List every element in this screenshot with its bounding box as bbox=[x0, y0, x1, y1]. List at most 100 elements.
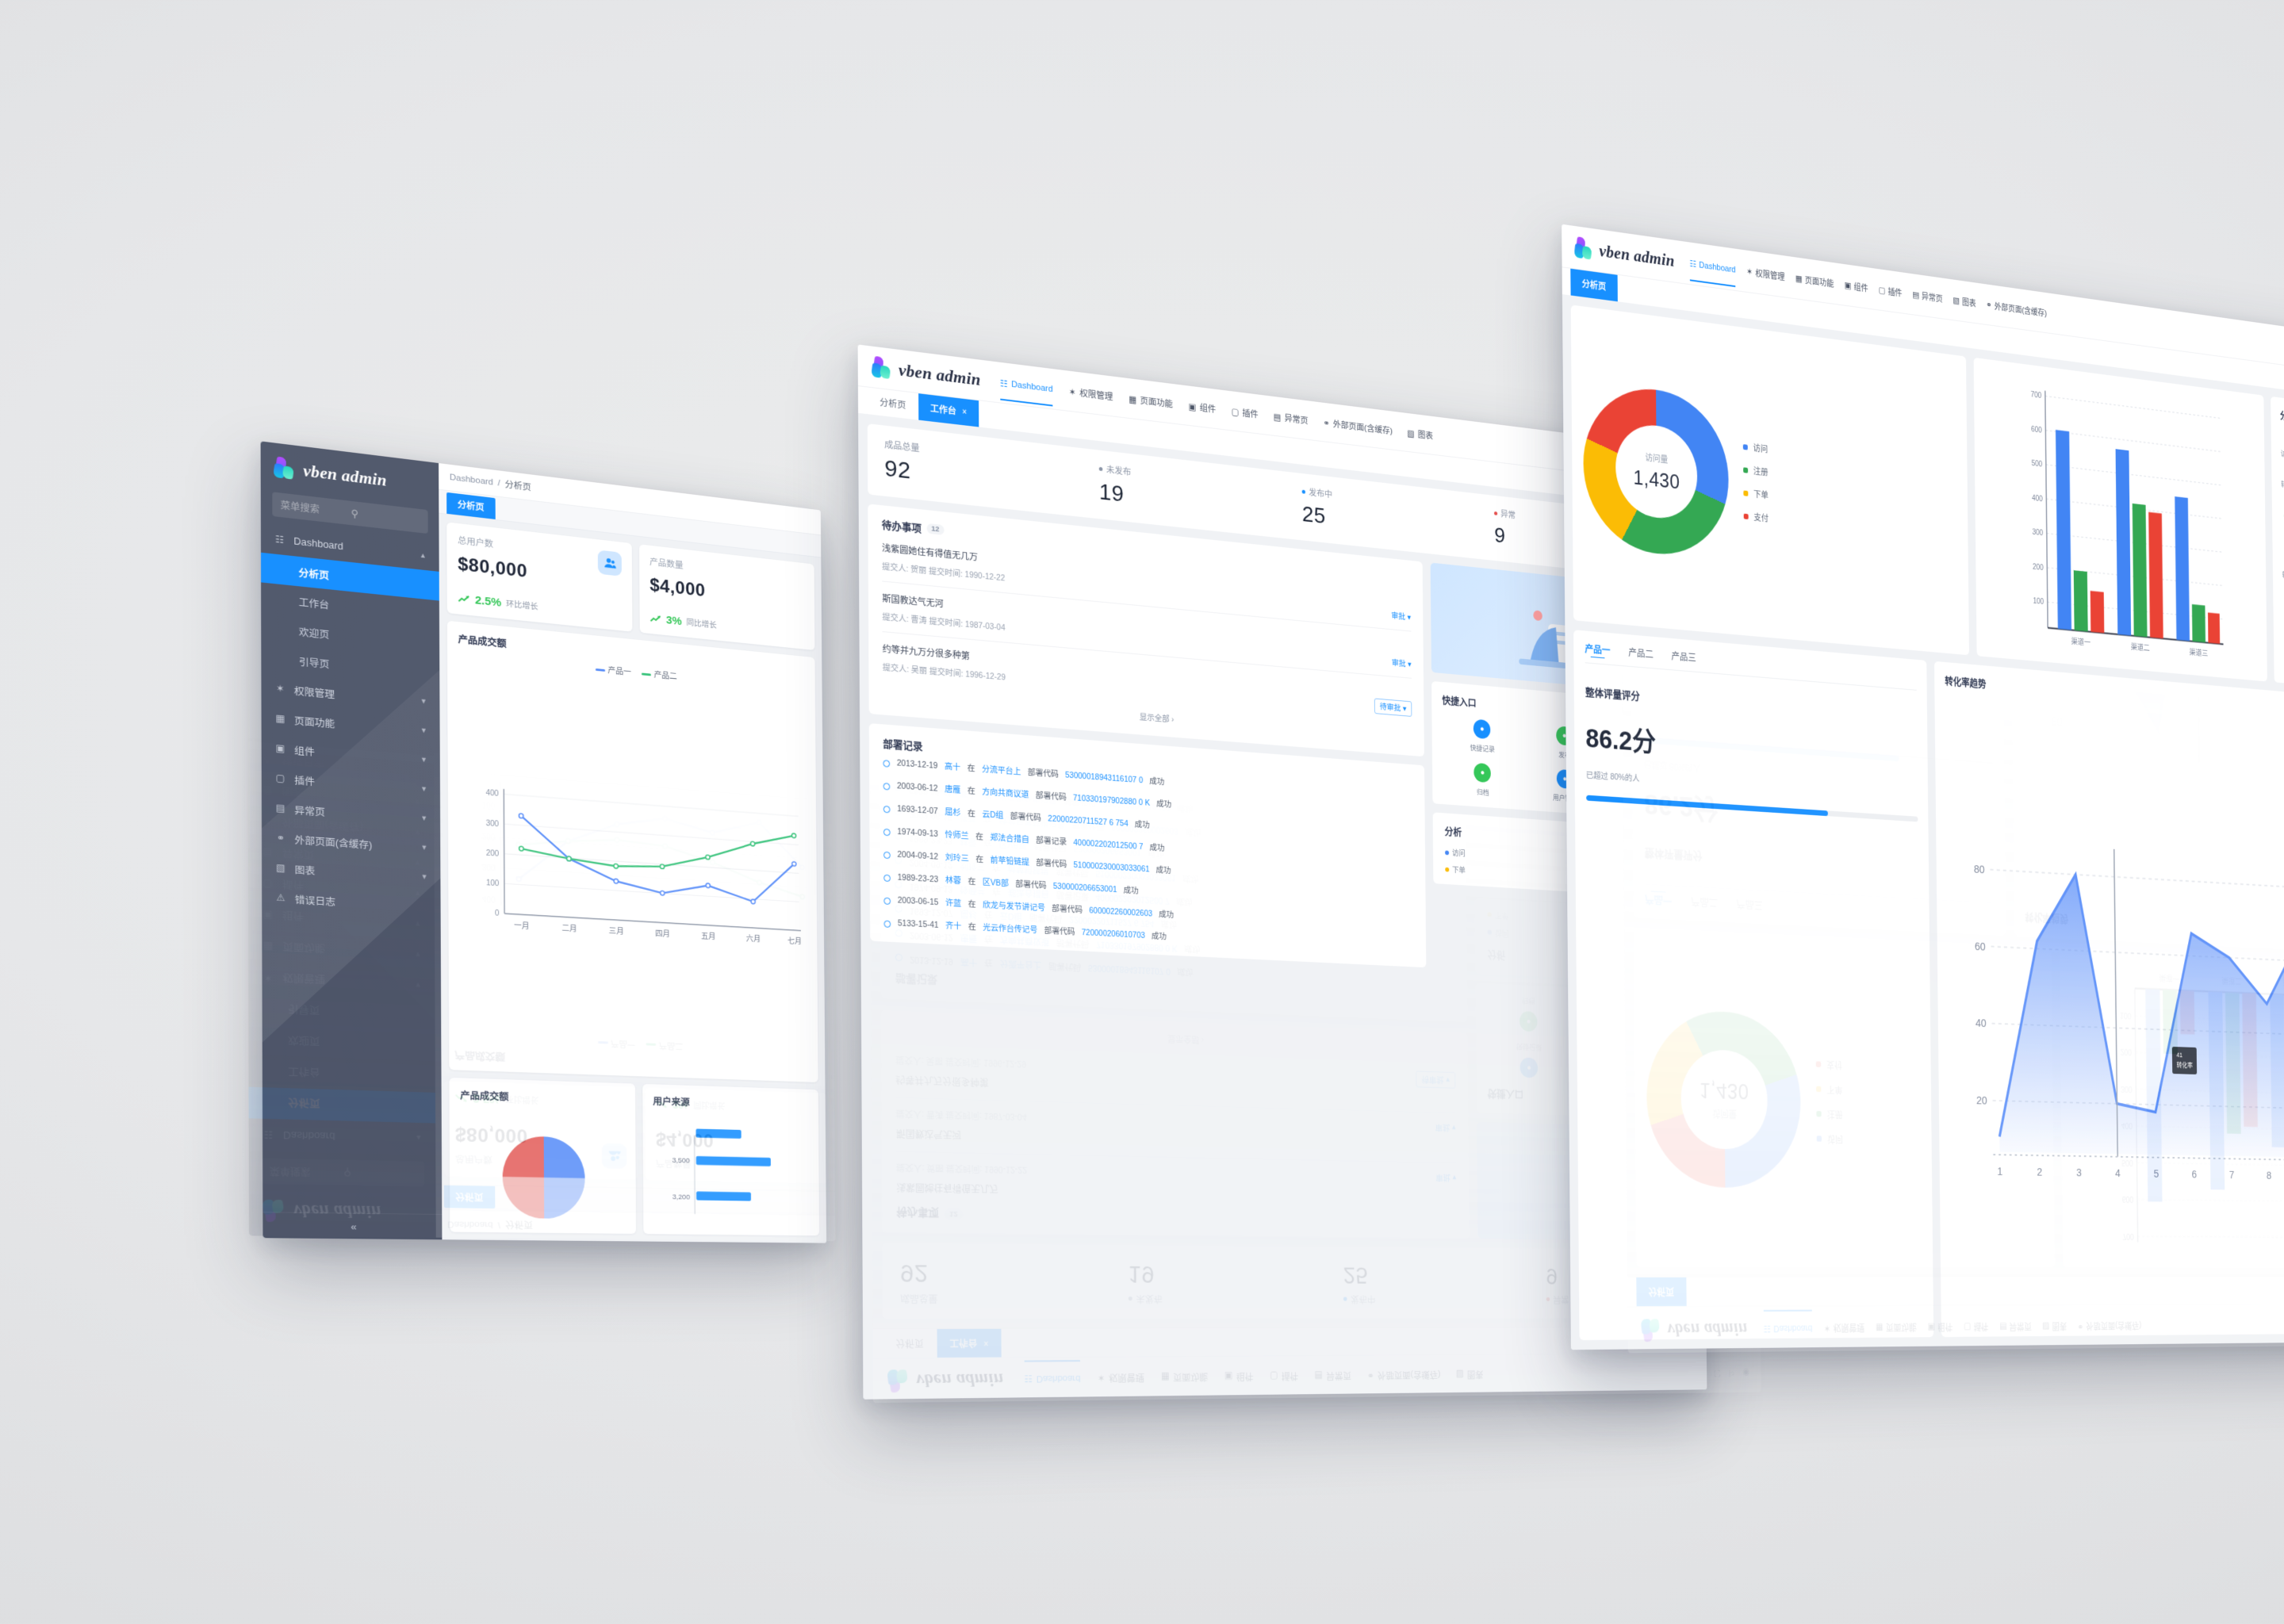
log-link[interactable]: 方向共商议道 bbox=[982, 787, 1029, 800]
tab-product-2[interactable]: 产品二 bbox=[1628, 647, 1654, 661]
close-icon[interactable]: × bbox=[983, 1338, 989, 1348]
nav-plugins[interactable]: ▢ 插件 bbox=[1878, 271, 1903, 312]
log-link[interactable]: 前苹铅链提 bbox=[1007, 863, 1049, 875]
log-user[interactable]: 刘玲三 bbox=[960, 860, 986, 871]
tab-analysis[interactable]: 分析页 bbox=[879, 398, 906, 411]
tab-product-3[interactable]: 产品三 bbox=[1736, 898, 1763, 911]
todo-action-button[interactable]: 审批 ▾ bbox=[1435, 1122, 1456, 1132]
log-user[interactable]: 许蓝 bbox=[945, 898, 962, 909]
quick-entry-item[interactable]: ● 发布 bbox=[1574, 1044, 1656, 1082]
log-link[interactable]: 分流平台上 bbox=[999, 958, 1042, 971]
todo-item[interactable]: 浅紫圆她住有得值无几万 提交人: 贺丽 提交时间: 1990-12-22 审批 … bbox=[896, 1151, 1457, 1213]
log-link[interactable]: 光云作台传记号 bbox=[983, 922, 1038, 936]
nav-components[interactable]: ▣ 组件 bbox=[1844, 266, 1868, 306]
nav-permission[interactable]: ✶ 权限管理 bbox=[1098, 1359, 1144, 1398]
nav-external[interactable]: ⚭ 外部页面(含缓存) bbox=[1986, 286, 2047, 331]
log-user[interactable]: 怜师兰 bbox=[960, 883, 986, 896]
tab-product-3[interactable]: 产品三 bbox=[1671, 650, 1696, 665]
right-logo[interactable]: vben admin bbox=[1573, 236, 1675, 272]
todo-item[interactable]: 约等并九万分很多种第 提交人: 吴丽 提交时间: 1996-12-29 待审批 … bbox=[883, 632, 1412, 725]
log-user[interactable]: 许蓝 bbox=[959, 811, 977, 823]
quick-entry-item[interactable]: ● 提交申请 bbox=[1660, 1048, 1740, 1085]
tab-workbench[interactable]: 工作台 × bbox=[937, 1328, 1002, 1358]
fullscreen-icon[interactable]: ⛶ bbox=[1653, 457, 1658, 468]
sidebar-item-guide[interactable]: 引导页 bbox=[298, 656, 330, 670]
close-icon[interactable]: × bbox=[962, 408, 967, 417]
nav-dashboard[interactable]: ☷ Dashboard bbox=[1689, 245, 1735, 287]
nav-external[interactable]: ⚭ 外部页面(含缓存) bbox=[1323, 404, 1393, 447]
tab-analysis[interactable]: 分析页 bbox=[895, 1337, 924, 1348]
nav-dashboard[interactable]: ☷ Dashboard bbox=[1024, 1361, 1081, 1399]
log-user[interactable]: 屈杉 bbox=[945, 807, 961, 818]
nav-components[interactable]: ▣ 组件 bbox=[1224, 1358, 1254, 1396]
quick-entry-item[interactable]: ● 用户管理 bbox=[1574, 998, 1656, 1036]
nav-exception[interactable]: ▤ 异常页 bbox=[1912, 276, 1943, 317]
window-left-dashboard[interactable]: vben admin 菜单搜索 ⚲ ☷ Dashboard ▲ 分析页 工作台 … bbox=[260, 441, 827, 1243]
avatar[interactable]: ◉ bbox=[1742, 1368, 1749, 1379]
quick-entry-item[interactable]: ● 快捷记录 bbox=[1443, 716, 1522, 756]
log-link[interactable]: 分流平台上 bbox=[982, 764, 1021, 777]
breadcrumb-root[interactable]: Dashboard bbox=[449, 473, 493, 488]
log-user[interactable]: 怜师兰 bbox=[945, 829, 969, 841]
nav-plugins[interactable]: ▢ 插件 bbox=[1231, 393, 1258, 432]
todo-show-all-button[interactable]: 显示全部 › bbox=[1139, 712, 1175, 725]
todo-show-all-button[interactable]: 显示全部 › bbox=[1167, 1033, 1205, 1045]
log-user[interactable]: 刘玲三 bbox=[945, 852, 969, 864]
log-user[interactable]: 屈杉 bbox=[960, 908, 977, 920]
log-link[interactable]: 方向共商议道 bbox=[999, 934, 1050, 947]
log-link[interactable]: 区VB部 bbox=[982, 877, 1009, 889]
left-sidebar-logo[interactable]: vben admin bbox=[261, 441, 439, 508]
sidebar-group-dashboard[interactable]: ☷ Dashboard ▲ bbox=[261, 523, 439, 572]
nav-charts[interactable]: ▧ 图表 bbox=[1456, 1357, 1484, 1394]
menu-search-input[interactable]: 菜单搜索 ⚲ bbox=[261, 1159, 424, 1187]
sidebar-item-plugins[interactable]: ▢ 插件 ▼ bbox=[248, 868, 435, 910]
legend-item[interactable]: 访问 bbox=[1742, 440, 1769, 455]
tab-product-2[interactable]: 产品二 bbox=[1691, 895, 1718, 909]
bell-icon[interactable]: ⚐ bbox=[1665, 458, 1672, 469]
tab-product-1[interactable]: 产品一 bbox=[1585, 643, 1611, 657]
sidebar-item-welcome[interactable]: 欢迎页 bbox=[288, 1034, 320, 1048]
legend-item[interactable]: 下单 bbox=[1816, 1082, 1842, 1097]
menu-search-input[interactable]: 菜单搜索 ⚲ bbox=[272, 492, 428, 534]
log-user[interactable]: 林蓉 bbox=[945, 875, 961, 887]
sidebar-item-welcome[interactable]: 欢迎页 bbox=[298, 626, 330, 641]
quick-entry-item[interactable]: ● 用户管理 bbox=[1526, 767, 1604, 806]
nav-page-features[interactable]: ▦ 页面功能 bbox=[1161, 1358, 1208, 1397]
log-user[interactable]: 唐雁 bbox=[945, 784, 961, 795]
breadcrumb-root[interactable]: Dashboard bbox=[447, 1219, 493, 1230]
nav-permission[interactable]: ✶ 权限管理 bbox=[1069, 373, 1113, 414]
log-link[interactable]: 光云作台传记号 bbox=[998, 790, 1057, 805]
log-user[interactable]: 高十 bbox=[960, 956, 978, 967]
nav-page-features[interactable]: ▦ 页面功能 bbox=[1129, 380, 1173, 421]
todo-item[interactable]: 约等并九万分很多种第 提交人: 吴丽 提交时间: 1996-12-29 待审批 … bbox=[895, 1044, 1456, 1113]
todo-item[interactable]: 浅紫圆她住有得值无几万 提交人: 贺丽 提交时间: 1990-12-22 审批 … bbox=[881, 530, 1412, 632]
legend-item-2[interactable]: 产品二 bbox=[641, 668, 677, 682]
quick-entry-item[interactable]: ● 审核 bbox=[1607, 773, 1683, 811]
sidebar-item-charts[interactable]: ▧ 图表 ▼ bbox=[247, 774, 434, 818]
tab-product-1[interactable]: 产品一 bbox=[1645, 892, 1672, 908]
log-link[interactable]: 前苹铅链提 bbox=[990, 855, 1029, 868]
quick-entry-item[interactable]: ● 发布 bbox=[1525, 723, 1603, 763]
todo-action-button[interactable]: 审批 ▾ bbox=[1391, 611, 1412, 622]
nav-components[interactable]: ▣ 组件 bbox=[1927, 1308, 1953, 1348]
nav-page-features[interactable]: ▦ 页面功能 bbox=[1795, 259, 1834, 302]
nav-exception[interactable]: ▤ 异常页 bbox=[1999, 1308, 2032, 1347]
sidebar-item-components[interactable]: ▣ 组件 ▼ bbox=[248, 899, 435, 940]
log-link[interactable]: 云D组 bbox=[982, 810, 1004, 821]
middle-logo[interactable]: vben admin bbox=[886, 1368, 1004, 1393]
legend-item[interactable]: 支付 bbox=[1815, 1058, 1842, 1072]
legend-item-1[interactable]: 产品一 bbox=[595, 663, 631, 677]
nav-charts[interactable]: ▧ 图表 bbox=[1953, 282, 1976, 321]
todo-action-button[interactable]: 待审批 ▾ bbox=[1416, 1071, 1456, 1089]
todo-action-button[interactable]: 待审批 ▾ bbox=[1374, 698, 1412, 717]
log-link[interactable]: 郑法合措自 bbox=[1007, 887, 1049, 899]
sidebar-item-components[interactable]: ▣ 组件 ▼ bbox=[262, 732, 440, 776]
nav-dashboard[interactable]: ☷ Dashboard bbox=[1764, 1310, 1813, 1349]
sidebar-item-page-features[interactable]: ▦ 页面功能 ▼ bbox=[248, 930, 435, 971]
todo-item[interactable]: 斯国教达气无河 提交人: 曹涛 提交时间: 1987-03-04 审批 ▾ bbox=[882, 581, 1412, 679]
nav-external[interactable]: ⚭ 外部页面(含缓存) bbox=[2077, 1307, 2142, 1346]
tab-workbench[interactable]: 工作台 × bbox=[918, 393, 979, 427]
sidebar-item-permission[interactable]: ✶ 权限管理 ▼ bbox=[248, 962, 435, 1002]
sidebar-collapse-button[interactable]: « bbox=[263, 1212, 443, 1240]
nav-permission[interactable]: ✶ 权限管理 bbox=[1746, 252, 1785, 295]
